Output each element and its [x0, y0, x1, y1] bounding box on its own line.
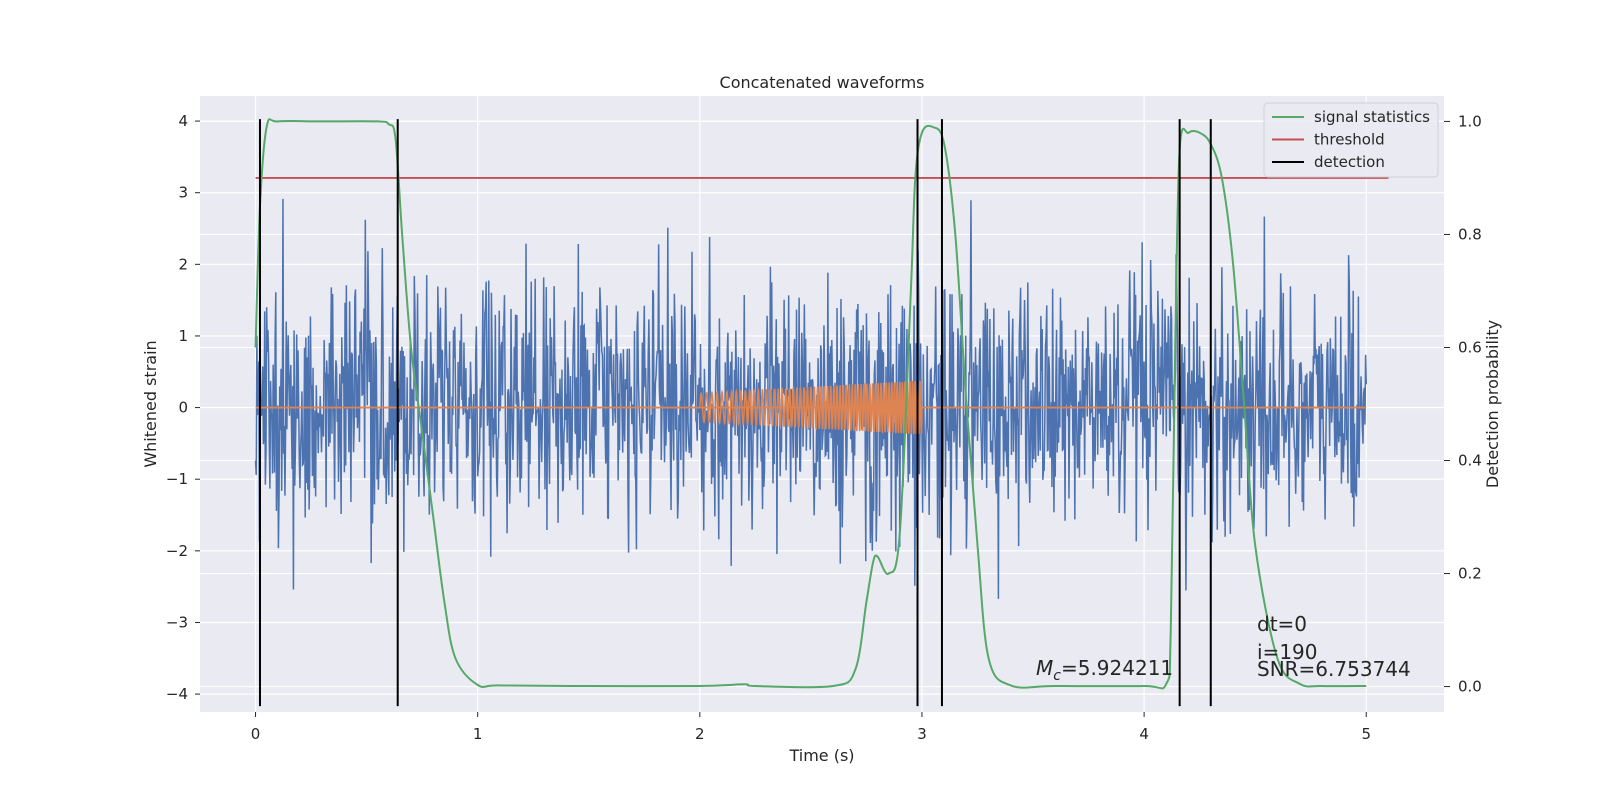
y2-ticks: 0.0 0.2 0.4 0.6 0.8 1.0 — [1444, 112, 1482, 695]
y-tick-label: −4 — [166, 685, 188, 703]
y-ticks: −4 −3 −2 −1 0 1 2 3 4 — [166, 112, 200, 703]
annotation-dt: dt=0 — [1257, 612, 1307, 636]
annotation-mc-value: =5.924211 — [1061, 656, 1173, 680]
y-tick-label: 3 — [178, 184, 188, 202]
x-tick-label: 1 — [473, 725, 483, 743]
y-tick-label: 4 — [178, 112, 188, 130]
x-tick-label: 5 — [1361, 725, 1371, 743]
x-ticks: 0 1 2 3 4 5 — [251, 712, 1371, 743]
y-tick-label: 1 — [178, 327, 188, 345]
y2-tick-label: 0.2 — [1458, 565, 1482, 583]
annotation-snr: SNR=6.753744 — [1257, 657, 1411, 681]
x-tick-label: 0 — [251, 725, 261, 743]
y2-tick-label: 0.8 — [1458, 225, 1482, 243]
x-tick-label: 4 — [1139, 725, 1149, 743]
x-tick-label: 3 — [917, 725, 927, 743]
legend-label: detection — [1314, 153, 1385, 171]
y-tick-label: −1 — [166, 470, 188, 488]
legend: signal statistics threshold detection — [1264, 103, 1438, 177]
y-tick-label: −2 — [166, 542, 188, 560]
y2-tick-label: 1.0 — [1458, 112, 1482, 130]
x-axis-label: Time (s) — [788, 746, 854, 765]
y-tick-label: 2 — [178, 255, 188, 273]
y2-axis-label: Detection probability — [1483, 320, 1502, 488]
x-tick-label: 2 — [695, 725, 705, 743]
y2-tick-label: 0.4 — [1458, 452, 1482, 470]
chart-title: Concatenated waveforms — [720, 73, 925, 92]
annotation-mc-symbol: M — [1036, 656, 1053, 680]
y-tick-label: 0 — [178, 399, 188, 417]
y2-tick-label: 0.6 — [1458, 338, 1482, 356]
y-axis-label: Whitened strain — [141, 340, 160, 467]
y2-tick-label: 0.0 — [1458, 678, 1482, 696]
y-tick-label: −3 — [166, 613, 188, 631]
legend-label: threshold — [1314, 131, 1385, 149]
legend-label: signal statistics — [1314, 108, 1430, 126]
